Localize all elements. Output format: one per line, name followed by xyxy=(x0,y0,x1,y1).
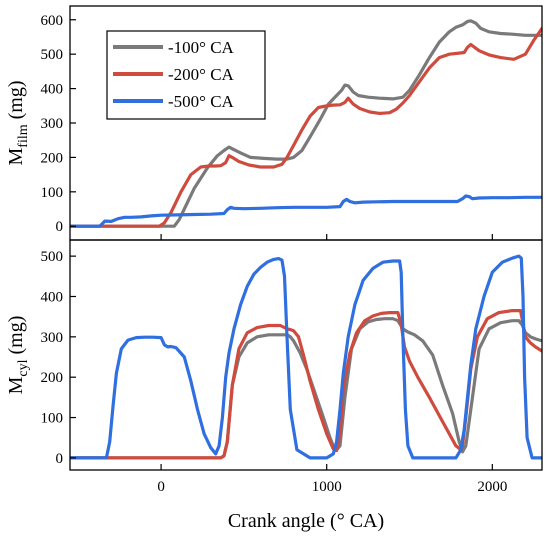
legend-label: -200° CA xyxy=(168,65,235,84)
y-tick-label: 400 xyxy=(41,289,64,305)
y-tick-label: 100 xyxy=(41,185,64,201)
legend-label: -100° CA xyxy=(168,38,235,57)
y-tick-label: 500 xyxy=(41,249,64,265)
y-tick-label: 200 xyxy=(41,150,64,166)
y-tick-label: 400 xyxy=(41,82,64,98)
y-tick-label: 300 xyxy=(41,330,64,346)
series-line xyxy=(70,317,542,460)
series-line xyxy=(70,194,542,228)
y-axis-title: Mfilm (mg) xyxy=(5,80,31,165)
y-tick-label: 200 xyxy=(41,370,64,386)
top-panel: 0 100 200 300 400 500 600 Mfilm (mg) -100° CA -20… xyxy=(5,5,543,241)
series-line xyxy=(70,19,542,228)
plot-frame xyxy=(69,239,543,471)
bottom-panel: 0 100 200 300 400 500 0 1000 2000 Mcyl (mg) Crank … xyxy=(5,239,543,532)
x-tick-label: 2000 xyxy=(477,479,507,495)
x-axis-title: Crank angle (° CA) xyxy=(228,510,384,532)
y-tick-label: 100 xyxy=(41,411,64,427)
legend: -100° CA -200° CA -500° CA xyxy=(106,30,266,120)
y-tick-label: 300 xyxy=(41,116,64,132)
x-tick-label: 0 xyxy=(157,479,165,495)
series-line xyxy=(70,26,542,228)
y-tick-label: 0 xyxy=(56,219,64,235)
legend-label: -500° CA xyxy=(168,92,235,111)
x-tick-label: 1000 xyxy=(312,479,342,495)
series-line xyxy=(70,254,542,460)
series-line xyxy=(70,309,542,460)
y-tick-label: 500 xyxy=(41,47,64,63)
y-tick-label: 0 xyxy=(56,451,64,467)
y-axis-title: Mcyl (mg) xyxy=(5,316,31,395)
y-tick-label: 600 xyxy=(41,13,64,29)
